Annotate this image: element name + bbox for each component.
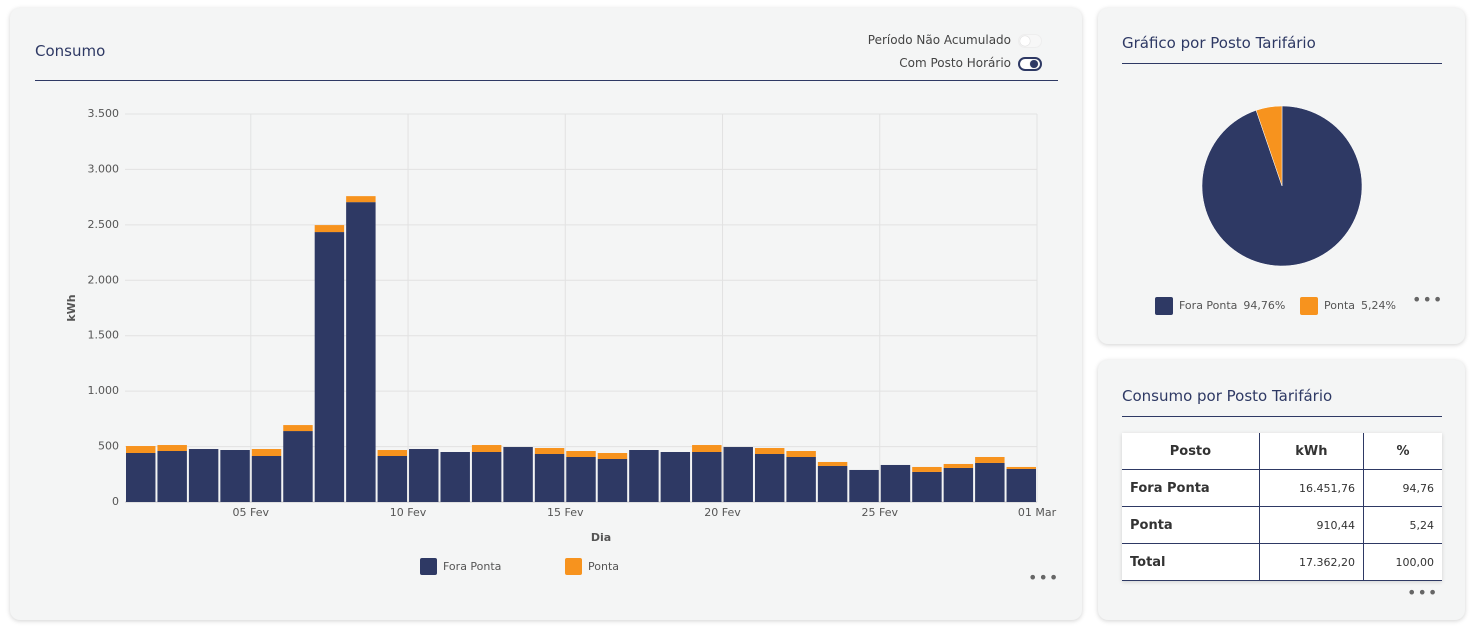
more-menu[interactable]: ••• <box>1412 290 1444 309</box>
card-title: Consumo <box>35 42 106 60</box>
divider <box>1122 416 1442 417</box>
table-row: Ponta 910,44 5,24 <box>1122 506 1442 544</box>
table-cell: Ponta <box>1122 506 1260 544</box>
divider <box>35 80 1058 81</box>
toggle-knob <box>1030 60 1038 68</box>
more-menu[interactable]: ••• <box>1407 583 1439 602</box>
table-header-cell: kWh <box>1258 433 1364 470</box>
consumo-card <box>10 8 1082 620</box>
divider <box>1122 63 1442 64</box>
table-cell: 100,00 <box>1362 543 1442 581</box>
table-row: Fora Ponta 16.451,76 94,76 <box>1122 469 1442 507</box>
pie-card <box>1098 8 1465 344</box>
table-cell: Total <box>1122 543 1260 581</box>
toggle-switch[interactable] <box>1018 57 1042 71</box>
table: Posto kWh% Fora Ponta 16.451,76 94,76 Ponta 91… <box>1122 433 1442 581</box>
table-cell: 5,24 <box>1362 506 1442 544</box>
table-cell: 910,44 <box>1258 506 1364 544</box>
table-header-cell: % <box>1362 433 1442 470</box>
toggle-switch[interactable] <box>1018 34 1042 48</box>
table-row: Total 17.362,20 100,00 <box>1122 543 1442 581</box>
table-cell: Fora Ponta <box>1122 469 1260 507</box>
toggle-label: Período Não Acumulado <box>867 33 1011 47</box>
table-header-row: Posto kWh% <box>1122 433 1442 470</box>
table-cell: 17.362,20 <box>1258 543 1364 581</box>
card-title: Gráfico por Posto Tarifário <box>1122 34 1316 52</box>
table-header-cell: Posto <box>1122 433 1260 470</box>
table-cell: 16.451,76 <box>1258 469 1364 507</box>
toggle-label: Com Posto Horário <box>899 56 1011 70</box>
table-cell: 94,76 <box>1362 469 1442 507</box>
toggle-knob <box>1020 36 1030 46</box>
more-menu[interactable]: ••• <box>1028 568 1060 587</box>
card-title: Consumo por Posto Tarifário <box>1122 387 1333 405</box>
